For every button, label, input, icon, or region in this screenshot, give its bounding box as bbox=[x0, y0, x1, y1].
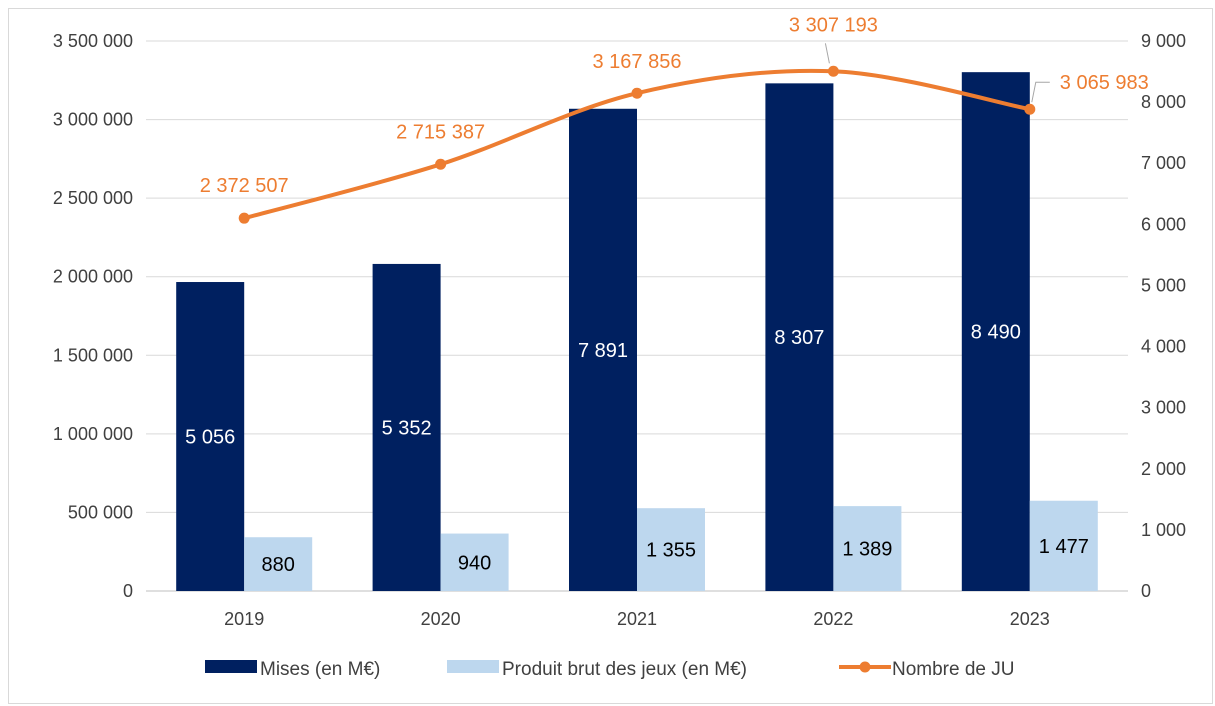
data-label-mises: 5 056 bbox=[185, 427, 235, 449]
combo-chart: 0 500 000 1 000 000 1 500 000 2 000 000 2 500… bbox=[53, 14, 1186, 680]
data-label-produit-brut: 1 355 bbox=[646, 540, 696, 562]
y-right-tick-label: 6 000 bbox=[1141, 214, 1186, 234]
x-tick-label: 2022 bbox=[813, 609, 853, 629]
point-nombre-de-ju bbox=[435, 158, 447, 170]
bar-mises bbox=[569, 108, 637, 592]
bar-mises bbox=[176, 282, 245, 591]
data-label-produit-brut: 880 bbox=[262, 554, 295, 576]
data-label-mises: 8 307 bbox=[774, 327, 824, 349]
bar-produit-brut bbox=[833, 506, 902, 591]
x-tick-label: 2019 bbox=[224, 609, 264, 629]
y-left-tick-label: 1 000 000 bbox=[53, 424, 133, 444]
legend-label-nombre-de-ju: Nombre de JU bbox=[892, 659, 1015, 680]
bar-produit-brut bbox=[244, 537, 313, 591]
legend-label-produit-brut: Produit brut des jeux (en M€) bbox=[502, 659, 747, 680]
y-right-tick-label: 5 000 bbox=[1141, 275, 1186, 295]
data-label-nombre-de-ju: 2 372 507 bbox=[200, 175, 289, 197]
y-left-tick-label: 3 000 000 bbox=[53, 110, 133, 130]
x-tick-label: 2023 bbox=[1010, 609, 1050, 629]
y-right-tick-label: 1 000 bbox=[1141, 520, 1186, 540]
y-right-tick-label: 8 000 bbox=[1141, 92, 1186, 112]
y-left-tick-label: 1 500 000 bbox=[53, 345, 133, 365]
data-label-nombre-de-ju: 2 715 387 bbox=[396, 121, 485, 143]
legend-swatch-mises bbox=[205, 660, 257, 673]
data-label-mises: 7 891 bbox=[578, 340, 628, 362]
data-label-nombre-de-ju: 3 167 856 bbox=[593, 51, 682, 73]
y-right-tick-label: 2 000 bbox=[1141, 459, 1186, 479]
y-left-tick-label: 2 000 000 bbox=[53, 267, 133, 287]
point-nombre-de-ju bbox=[1024, 103, 1036, 115]
data-label-produit-brut: 1 477 bbox=[1039, 536, 1089, 558]
legend-swatch-produit-brut bbox=[447, 660, 499, 673]
legend-label-mises: Mises (en M€) bbox=[260, 659, 380, 680]
point-nombre-de-ju bbox=[631, 87, 643, 99]
bar-produit-brut bbox=[637, 508, 705, 591]
legend-swatch-marker bbox=[859, 661, 871, 673]
y-right-tick-label: 3 000 bbox=[1141, 398, 1186, 418]
y-right-tick-label: 4 000 bbox=[1141, 337, 1186, 357]
point-nombre-de-ju bbox=[827, 65, 839, 77]
bar-mises bbox=[765, 83, 834, 591]
bar-mises bbox=[372, 263, 441, 591]
chart-frame: 0 500 000 1 000 000 1 500 000 2 000 000 2 500… bbox=[8, 8, 1213, 704]
y-left-tick-label: 500 000 bbox=[68, 502, 133, 522]
bar-produit-brut bbox=[440, 533, 509, 591]
data-label-mises: 8 490 bbox=[971, 322, 1021, 344]
data-label-mises: 5 352 bbox=[382, 417, 432, 439]
y-left-tick-label: 0 bbox=[123, 581, 133, 601]
y-right-tick-label: 7 000 bbox=[1141, 153, 1186, 173]
bar-produit-brut bbox=[1029, 500, 1098, 591]
x-tick-label: 2020 bbox=[421, 609, 461, 629]
data-label-nombre-de-ju: 3 307 193 bbox=[789, 14, 878, 36]
y-right-tick-label: 9 000 bbox=[1141, 31, 1186, 51]
y-right-tick-label: 0 bbox=[1141, 581, 1151, 601]
bar-mises bbox=[961, 72, 1030, 591]
data-label-produit-brut: 940 bbox=[458, 552, 491, 574]
leader-line bbox=[1031, 81, 1050, 103]
x-tick-label: 2021 bbox=[617, 609, 657, 629]
leader-line bbox=[824, 43, 830, 64]
y-left-tick-label: 3 500 000 bbox=[53, 31, 133, 51]
data-label-produit-brut: 1 389 bbox=[842, 539, 892, 561]
y-left-tick-label: 2 500 000 bbox=[53, 188, 133, 208]
data-label-nombre-de-ju: 3 065 983 bbox=[1060, 72, 1149, 94]
point-nombre-de-ju bbox=[238, 212, 250, 224]
